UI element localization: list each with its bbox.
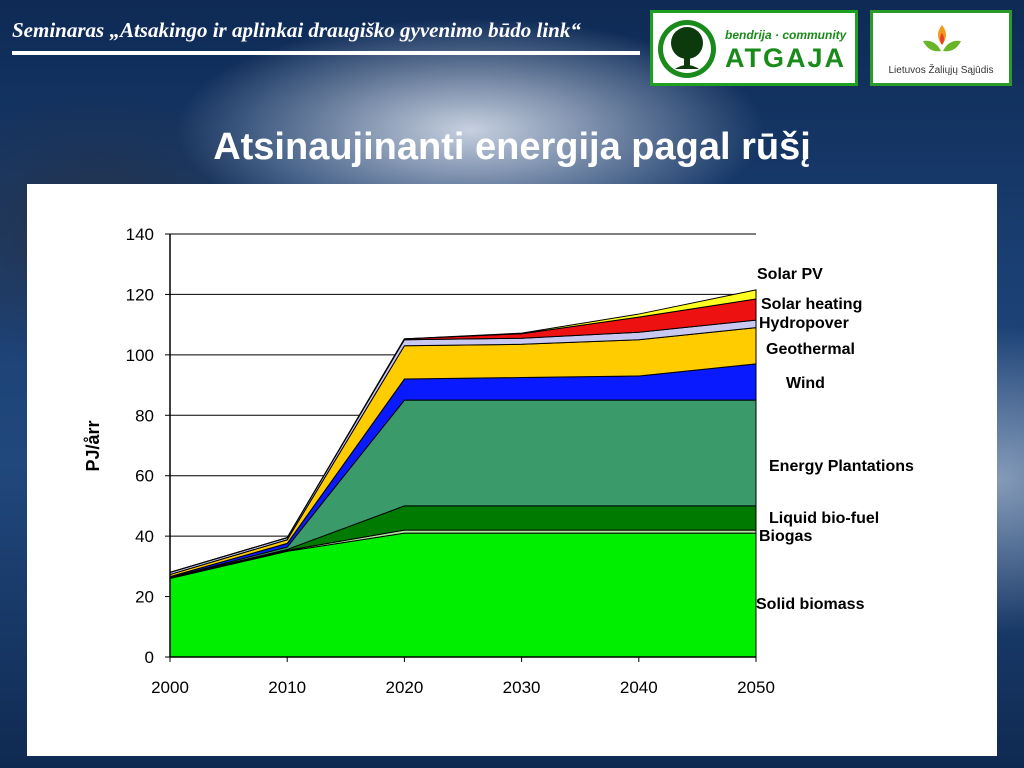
x-tick-label: 2010: [268, 678, 306, 697]
seminar-title: Seminaras „Atsakingo ir aplinkai draugiš…: [12, 18, 581, 42]
series-label: Geothermal: [766, 341, 855, 358]
y-tick-label: 0: [145, 648, 154, 667]
y-tick-label: 20: [135, 588, 154, 607]
series-label: Solid biomass: [756, 596, 865, 613]
area-series-solar-pv: [169, 289, 757, 573]
y-tick-label: 80: [135, 406, 154, 425]
atgaja-subtitle: bendrija · community: [725, 28, 847, 42]
chart-panel: 0 20 40 60 80 100 120 140 2000 2010 2020 2030 2040 20…: [27, 184, 997, 756]
atgaja-name: ATGAJA: [725, 43, 847, 73]
series-label: Solar heating: [761, 296, 862, 313]
y-tick-label: 100: [126, 346, 154, 365]
series-label: Solar PV: [757, 266, 823, 283]
y-tick-label: 140: [126, 225, 154, 244]
x-tick-label: 2020: [385, 678, 423, 697]
x-tick-label: 2000: [151, 678, 189, 697]
x-tick-label: 2040: [620, 678, 658, 697]
tree-icon: [658, 20, 716, 78]
lzs-logo: Lietuvos Žaliųjų Sąjūdis: [870, 10, 1012, 86]
series-label: Liquid bio-fuel: [769, 510, 879, 527]
series-label: Energy Plantations: [769, 458, 914, 475]
y-tick-label: 60: [135, 467, 154, 486]
series-label: Wind: [786, 375, 825, 392]
slide-title: Atsinaujinanti energija pagal rūšį: [213, 126, 811, 168]
header-divider: [12, 51, 640, 55]
series-label: Biogas: [759, 528, 812, 545]
atgaja-logo: bendrija · community ATGAJA: [650, 10, 858, 86]
y-axis-label: PJ/årr: [83, 420, 103, 471]
x-tick-label: 2050: [737, 678, 775, 697]
y-tick-label: 40: [135, 527, 154, 546]
lzs-name: Lietuvos Žaliųjų Sąjūdis: [888, 65, 994, 76]
y-tick-label: 120: [126, 285, 154, 304]
series-label: Hydropover: [759, 315, 849, 332]
flame-leaf-icon: [923, 25, 961, 52]
x-tick-label: 2030: [503, 678, 541, 697]
